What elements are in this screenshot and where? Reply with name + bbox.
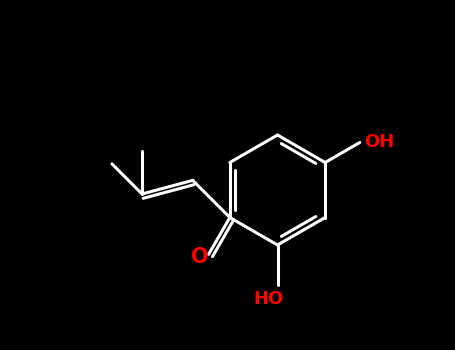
Text: OH: OH — [364, 133, 394, 152]
Text: HO: HO — [253, 290, 283, 308]
Text: O: O — [191, 247, 208, 267]
